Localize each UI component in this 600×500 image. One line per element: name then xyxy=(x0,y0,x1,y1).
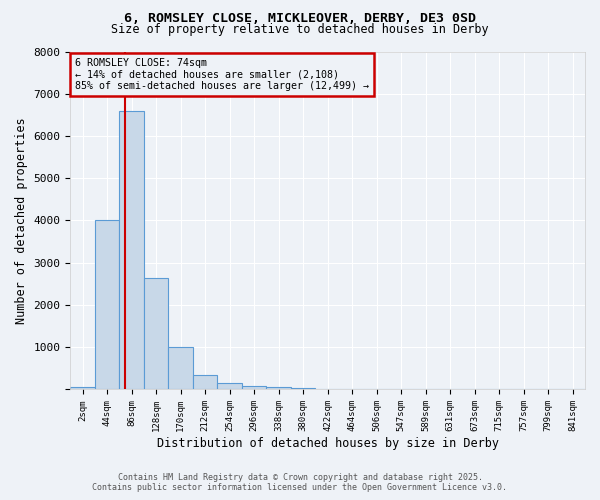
Bar xyxy=(95,220,119,390)
Text: 6 ROMSLEY CLOSE: 74sqm
← 14% of detached houses are smaller (2,108)
85% of semi-: 6 ROMSLEY CLOSE: 74sqm ← 14% of detached… xyxy=(76,58,370,92)
Bar xyxy=(144,278,169,390)
Bar xyxy=(242,386,266,390)
Bar xyxy=(119,110,144,390)
Text: 6, ROMSLEY CLOSE, MICKLEOVER, DERBY, DE3 0SD: 6, ROMSLEY CLOSE, MICKLEOVER, DERBY, DE3… xyxy=(124,12,476,26)
Bar xyxy=(193,374,217,390)
Bar xyxy=(291,388,316,390)
Bar xyxy=(70,388,95,390)
Y-axis label: Number of detached properties: Number of detached properties xyxy=(15,117,28,324)
Bar xyxy=(169,347,193,390)
Text: Contains HM Land Registry data © Crown copyright and database right 2025.
Contai: Contains HM Land Registry data © Crown c… xyxy=(92,473,508,492)
Bar xyxy=(217,383,242,390)
Bar xyxy=(266,388,291,390)
Text: Size of property relative to detached houses in Derby: Size of property relative to detached ho… xyxy=(111,22,489,36)
Bar xyxy=(316,388,340,390)
X-axis label: Distribution of detached houses by size in Derby: Distribution of detached houses by size … xyxy=(157,437,499,450)
